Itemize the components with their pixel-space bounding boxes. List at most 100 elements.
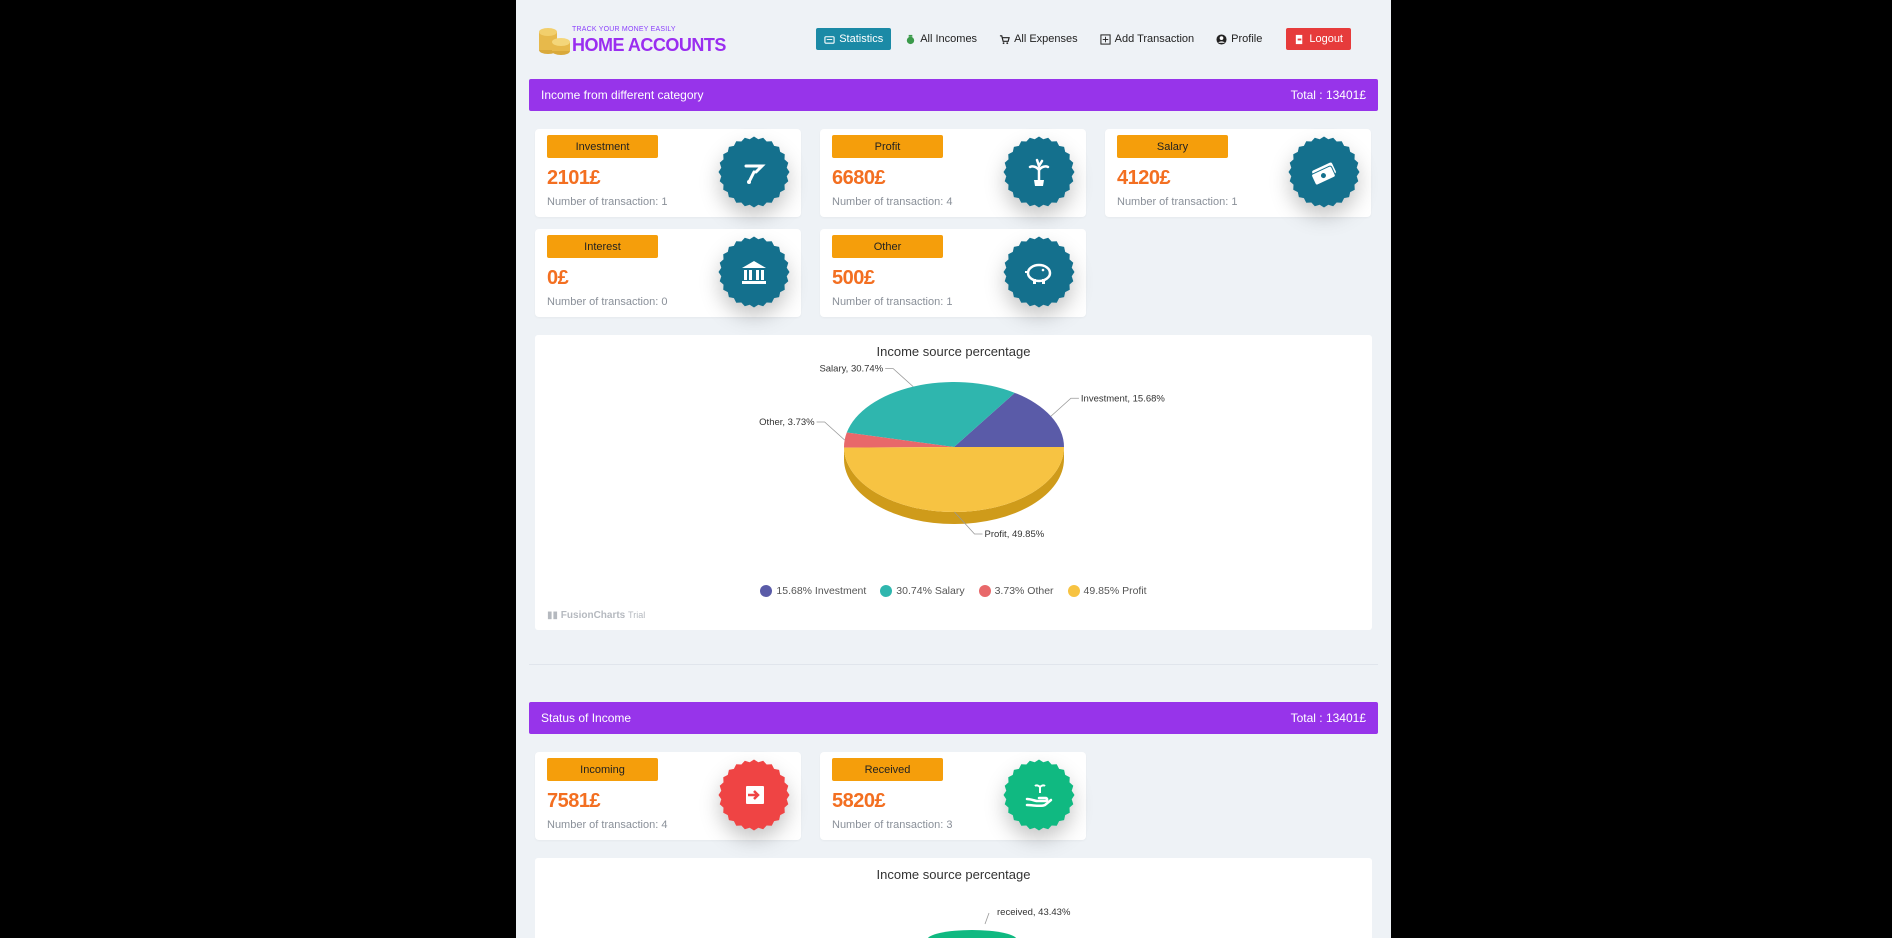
income-category-bar: Income from different category Total : 1… [529, 79, 1378, 111]
card-transaction-count: Number of transaction: 0 [547, 296, 668, 308]
pie-label-investment: Investment, 15.68% [1081, 393, 1166, 404]
main-nav: Statistics All Incomes All Expenses Add … [810, 28, 1351, 50]
pie-label-profit: Profit, 49.85% [985, 529, 1045, 540]
section-total: Total : 13401£ [1290, 88, 1366, 102]
status-card-incoming[interactable]: Incoming 7581£ Number of transaction: 4 [535, 752, 801, 840]
brand-tagline: TRACK YOUR MONEY EASILY [572, 26, 676, 33]
nav-all-expenses[interactable]: All Expenses [991, 28, 1086, 50]
card-label: Received [832, 758, 943, 781]
legend-label: 30.74% Salary [896, 585, 965, 597]
nav-statistics[interactable]: Statistics [816, 28, 892, 50]
pie-label-received: received, 43.43% [997, 907, 1071, 918]
legend-label: 49.85% Profit [1083, 585, 1147, 597]
legend-dot [978, 585, 991, 597]
card-label: Incoming [547, 758, 658, 781]
plus-square-icon [1100, 33, 1111, 45]
fusioncharts-watermark: ▮▮ FusionCharts Trial [547, 610, 645, 621]
cash-icon [1288, 136, 1360, 208]
brand-name: HOME ACCOUNTS [572, 35, 726, 55]
card-amount: 4120£ [1117, 167, 1171, 189]
chart-title: Income source percentage [876, 344, 1031, 359]
card-label: Interest [547, 235, 658, 258]
nav-statistics-label: Statistics [839, 33, 884, 45]
card-transaction-count: Number of transaction: 4 [547, 819, 668, 831]
chart-panel-income-status: Income source percentage received, 43.43… [535, 858, 1372, 938]
coins-icon [539, 28, 570, 55]
logout-icon [1296, 34, 1303, 44]
income-status-pie: received, 43.43% [927, 907, 1071, 938]
card-amount: 7581£ [547, 790, 601, 812]
pie-label-salary: Salary, 30.74% [819, 364, 883, 375]
pie-label-other: Other, 3.73% [759, 417, 815, 428]
pie-label-line [816, 421, 845, 441]
hand-receive-icon [1003, 759, 1075, 831]
income-card-salary[interactable]: Salary 4120£ Number of transaction: 1 [1105, 129, 1371, 217]
logout-label: Logout [1309, 33, 1343, 45]
card-amount: 5820£ [832, 790, 886, 812]
legend-dot [1067, 585, 1080, 597]
chart-icon [824, 35, 835, 44]
card-amount: 2101£ [547, 167, 601, 189]
income-card-other[interactable]: Other 500£ Number of transaction: 1 [820, 229, 1086, 317]
card-label: Other [832, 235, 943, 258]
legend-label: 3.73% Other [994, 585, 1054, 597]
pie-slice-profit[interactable] [844, 447, 1064, 512]
card-label: Profit [832, 135, 943, 158]
plant-growth-icon [1003, 136, 1075, 208]
bar-chart-icon: ▮▮ [547, 610, 559, 621]
legend-dot [880, 585, 893, 597]
income-status-bar: Status of Income Total : 13401£ [529, 702, 1378, 734]
income-card-investment[interactable]: Investment 2101£ Number of transaction: … [535, 129, 801, 217]
nav-profile-label: Profile [1231, 33, 1263, 45]
pie-label-line [885, 368, 914, 387]
nav-profile[interactable]: Profile [1208, 28, 1270, 50]
chart-panel-income-source: Income source percentage Investment, 15.… [535, 335, 1372, 630]
pie-side-profit [844, 447, 1064, 524]
nav-add-transaction[interactable]: Add Transaction [1092, 28, 1203, 50]
watermark-text: FusionCharts [560, 610, 626, 621]
logout-button[interactable]: Logout [1286, 28, 1351, 50]
income-card-profit[interactable]: Profit 6680£ Number of transaction: 4 [820, 129, 1086, 217]
legend-item-profit[interactable]: 49.85% Profit [1067, 585, 1147, 597]
card-amount: 500£ [832, 267, 875, 289]
pie-label-line [954, 511, 983, 535]
legend-item-investment[interactable]: 15.68% Investment [760, 585, 866, 597]
card-transaction-count: Number of transaction: 4 [832, 196, 953, 208]
chart-title: Income source percentage [876, 867, 1031, 882]
card-amount: 6680£ [832, 167, 886, 189]
user-circle-icon [1216, 33, 1227, 45]
header: TRACK YOUR MONEY EASILY HOME ACCOUNTS St… [516, 0, 1391, 78]
pie-slice-received[interactable] [927, 930, 1017, 938]
nav-all-incomes[interactable]: All Incomes [897, 28, 985, 50]
pie-slice-investment[interactable] [954, 392, 1064, 447]
legend-label: 15.68% Investment [776, 585, 867, 597]
cart-icon [999, 34, 1010, 44]
card-label: Salary [1117, 135, 1228, 158]
legend-item-salary[interactable]: 30.74% Salary [880, 585, 965, 597]
card-amount: 0£ [547, 267, 569, 289]
income-card-interest[interactable]: Interest 0£ Number of transaction: 0 [535, 229, 801, 317]
nav-all-expenses-label: All Expenses [1014, 33, 1078, 45]
legend-dot [760, 585, 773, 597]
nav-all-incomes-label: All Incomes [920, 33, 978, 45]
section-total: Total : 13401£ [1290, 711, 1366, 725]
card-transaction-count: Number of transaction: 1 [832, 296, 953, 308]
card-transaction-count: Number of transaction: 1 [1117, 196, 1238, 208]
section-title: Income from different category [541, 88, 704, 102]
watermark-suffix: Trial [628, 610, 646, 620]
legend-item-other[interactable]: 3.73% Other [978, 585, 1054, 597]
pie-slice-salary[interactable] [846, 382, 1015, 447]
app: TRACK YOUR MONEY EASILY HOME ACCOUNTS St… [516, 0, 1391, 938]
pie-slice-other[interactable] [844, 432, 954, 448]
card-transaction-count: Number of transaction: 3 [832, 819, 953, 831]
card-transaction-count: Number of transaction: 1 [547, 196, 668, 208]
card-label: Investment [547, 135, 658, 158]
money-bag-icon [907, 34, 915, 44]
investment-icon [718, 136, 790, 208]
pie-label-line [1050, 397, 1079, 417]
brand-logo[interactable]: TRACK YOUR MONEY EASILY HOME ACCOUNTS [536, 22, 726, 58]
sign-in-icon [718, 759, 790, 831]
status-card-received[interactable]: Received 5820£ Number of transaction: 3 [820, 752, 1086, 840]
piggy-bank-icon [1003, 236, 1075, 308]
chart-legend: 15.68% Investment 30.74% Salary 3.73% Ot… [535, 585, 1372, 597]
